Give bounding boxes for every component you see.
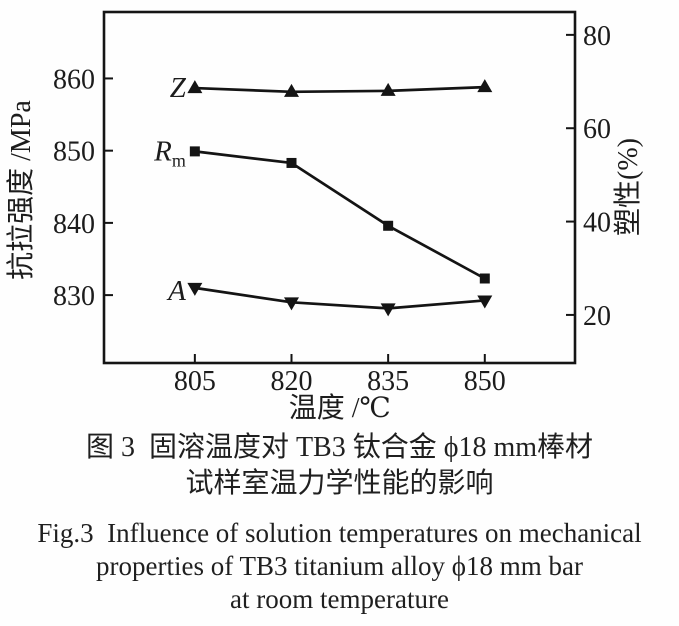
y-left-tick-label: 850 <box>53 137 95 168</box>
caption-english: Fig.3 Influence of solution temperatures… <box>0 517 679 616</box>
caption-cn-line2: 试样室温力学性能的影响 <box>185 468 494 499</box>
series-marker-triangle-down <box>187 282 203 296</box>
x-tick-label: 820 <box>270 366 312 397</box>
line-chart: 805 820 835 850 830 840 850 860 20 40 60 80 温度 /℃ 抗拉强… <box>5 10 644 424</box>
series-line-A <box>194 286 485 310</box>
series-line-Rm <box>194 150 486 280</box>
series-label-subscript: m <box>172 150 186 170</box>
caption-en-line3: at room temperature <box>230 584 449 614</box>
series-marker-triangle-down <box>283 297 299 311</box>
series-marker-triangle-up <box>187 80 203 94</box>
y-right-tick-label: 80 <box>583 21 611 52</box>
y-right-tick-label: 40 <box>583 208 611 239</box>
caption-en-line1: Fig.3 Influence of solution temperatures… <box>37 518 642 548</box>
series-marker-square <box>286 157 297 168</box>
x-axis-title: 温度 /℃ <box>289 392 391 424</box>
series-marker-triangle-down <box>380 303 396 317</box>
y-left-tick-label: 840 <box>53 209 95 240</box>
y-right-tick-label: 20 <box>583 301 611 332</box>
series-label-Rm: Rm <box>153 135 186 170</box>
series-label-A: A <box>166 275 186 307</box>
x-tick-label: 835 <box>367 366 409 397</box>
plot-border <box>102 10 577 365</box>
caption-chinese: 图 3 固溶温度对 TB3 钛合金 ϕ18 mm棒材 试样室温力学性能的影响 <box>0 430 679 502</box>
series-marker-triangle-up <box>380 82 396 96</box>
x-tick-label: 805 <box>174 366 216 397</box>
caption-en-line2: properties of TB3 titanium alloy ϕ18 mm … <box>96 551 583 581</box>
y-right-tick-label: 60 <box>583 114 611 145</box>
y-axis-title-left: 抗拉强度 /MPa <box>5 100 37 280</box>
y-axis-title-right: 塑性(%) <box>612 138 644 236</box>
series-marker-square <box>383 220 394 231</box>
caption-cn-line1: 图 3 固溶温度对 TB3 钛合金 ϕ18 mm棒材 <box>85 432 594 463</box>
x-tick-label: 850 <box>464 366 506 397</box>
series-marker-triangle-up <box>477 79 493 93</box>
y-left-tick-label: 830 <box>53 281 95 312</box>
series-marker-triangle-down <box>477 295 493 309</box>
series-label-Z: Z <box>170 72 187 104</box>
series-marker-triangle-up <box>283 83 299 97</box>
series-marker-square <box>479 273 490 284</box>
series-marker-square <box>189 146 200 157</box>
y-left-tick-label: 860 <box>53 64 95 95</box>
series-line-Z <box>194 85 485 94</box>
